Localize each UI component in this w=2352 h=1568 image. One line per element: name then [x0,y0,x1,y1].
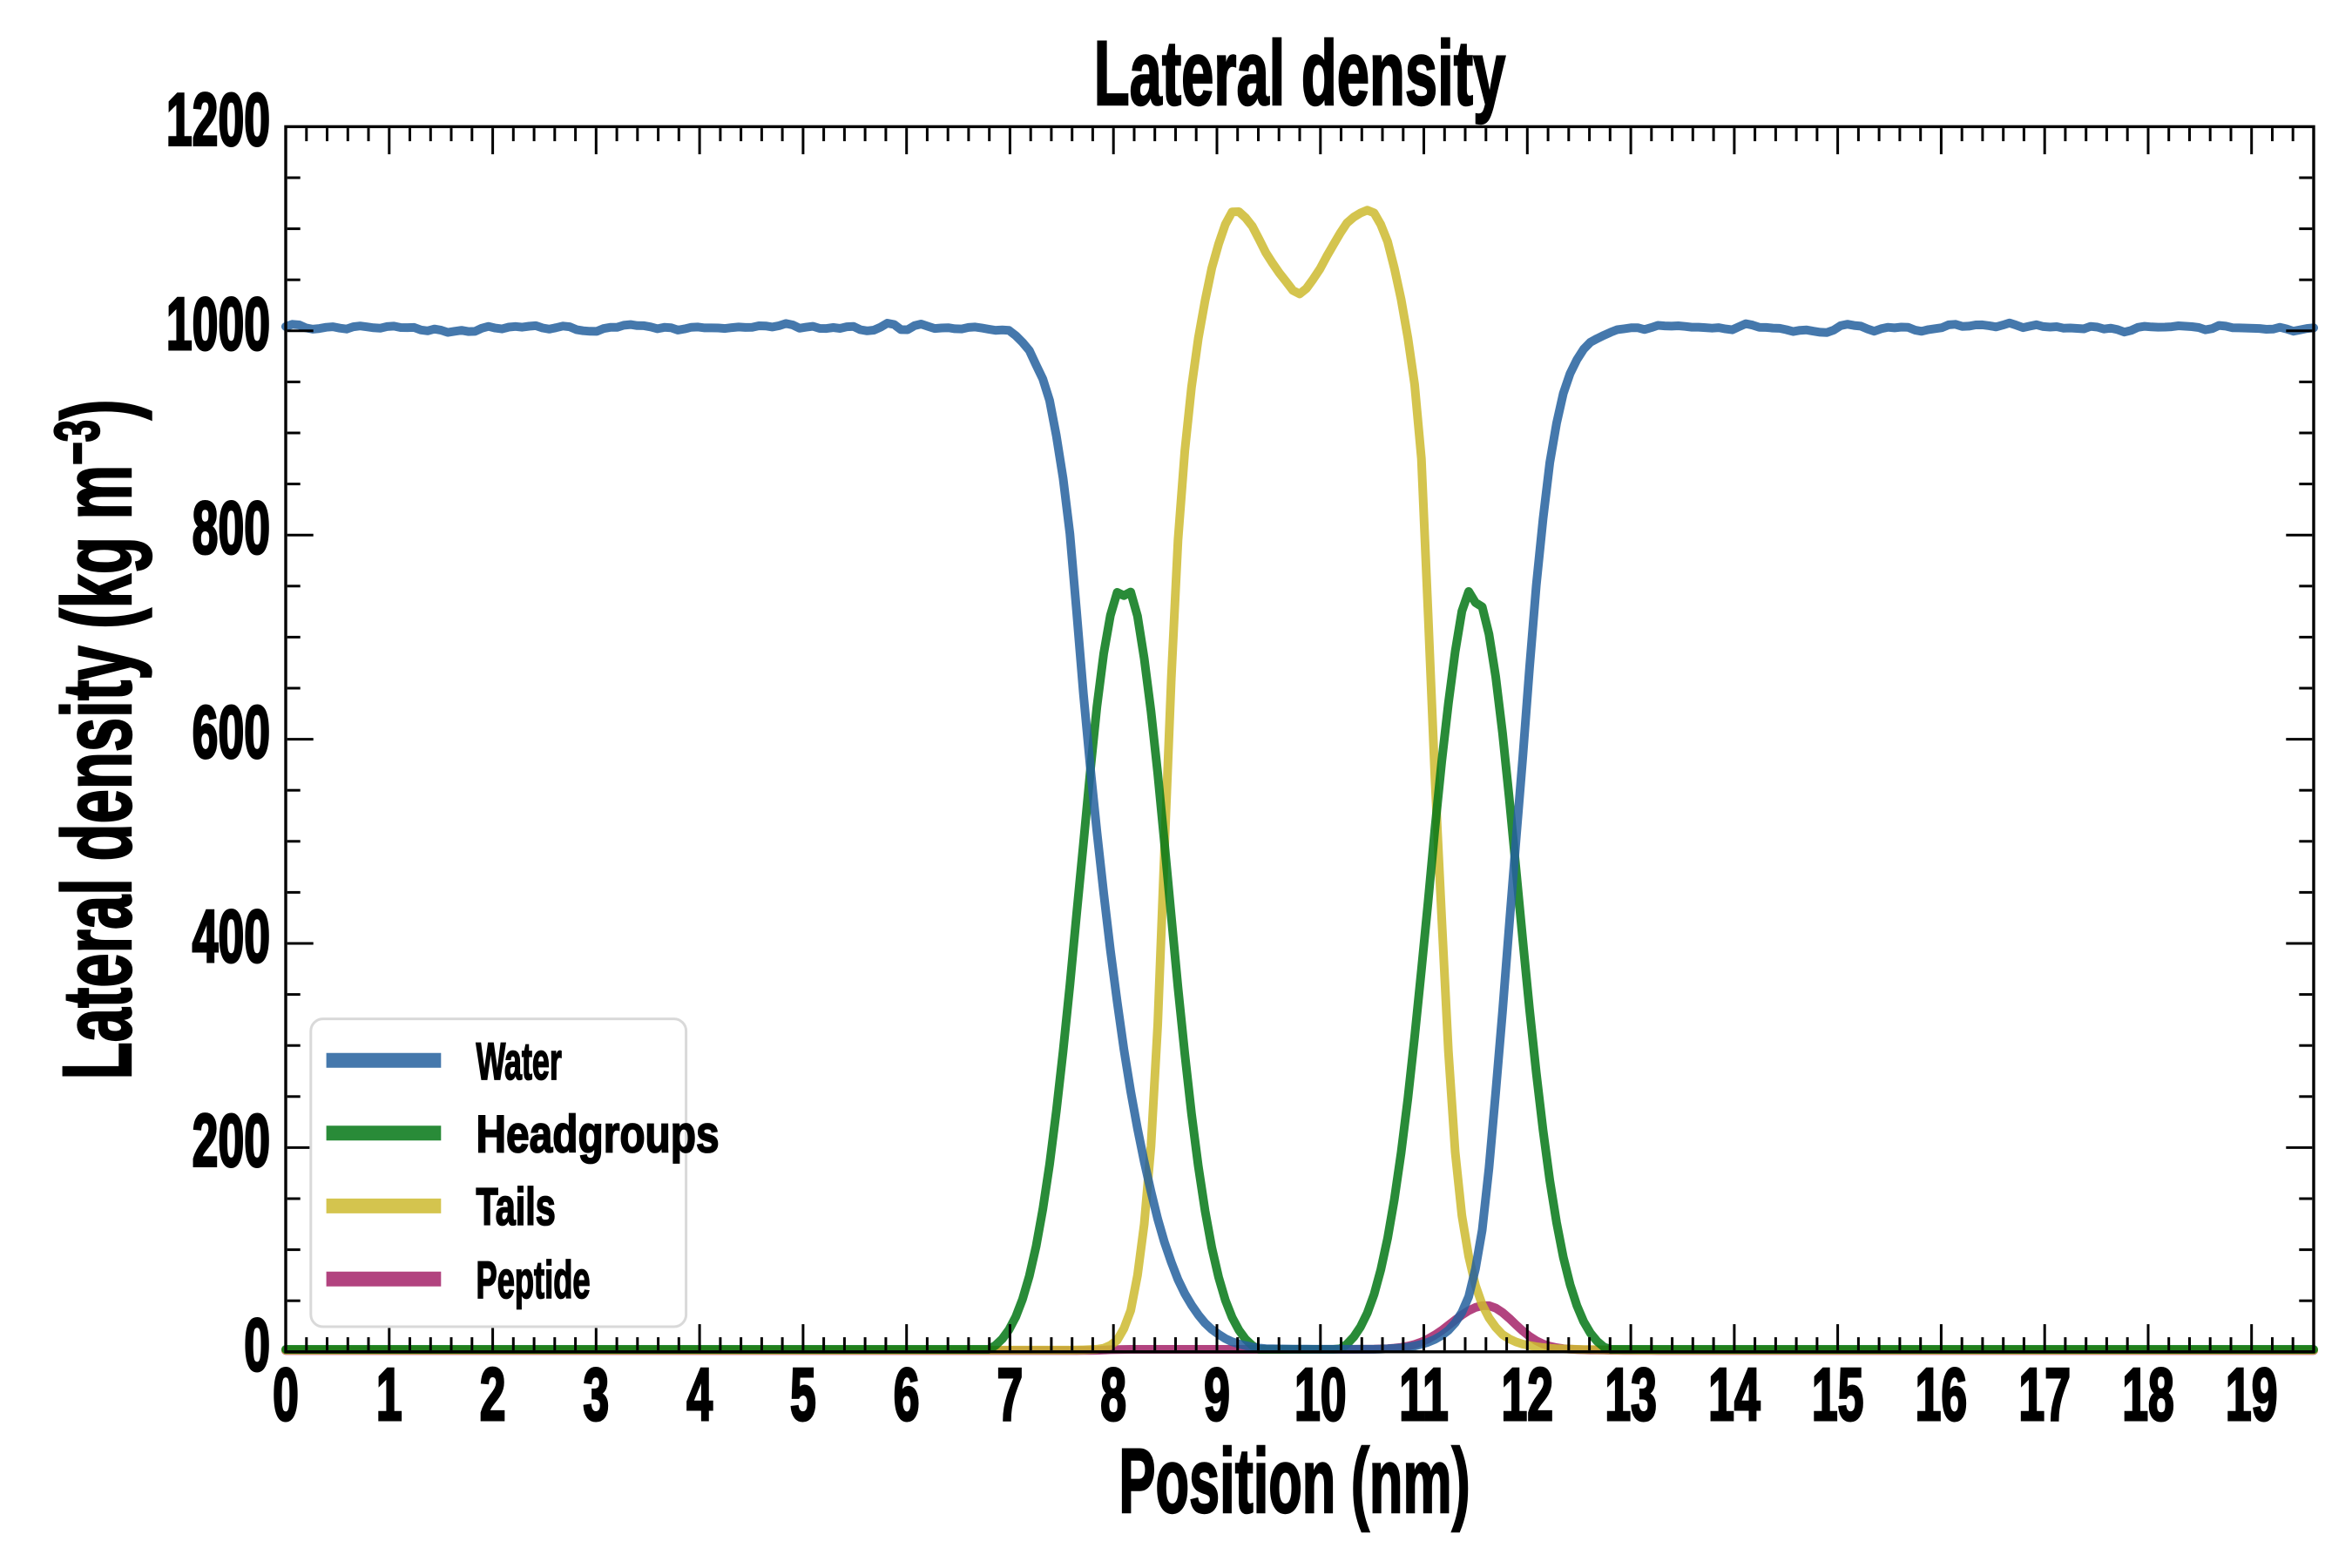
svg-text:12: 12 [1502,1355,1554,1437]
svg-text:200: 200 [193,1100,270,1183]
svg-text:9: 9 [1204,1355,1230,1437]
svg-text:13: 13 [1605,1355,1657,1437]
svg-text:19: 19 [2226,1355,2278,1437]
svg-text:800: 800 [193,488,270,571]
svg-text:8: 8 [1100,1355,1126,1437]
svg-text:Headgroups: Headgroups [476,1105,720,1163]
svg-text:6: 6 [894,1355,920,1437]
svg-text:7: 7 [997,1355,1024,1437]
svg-text:18: 18 [2122,1355,2174,1437]
svg-text:Lateral density (kg m−3): Lateral density (kg m−3) [42,400,152,1080]
svg-text:17: 17 [2018,1355,2071,1437]
svg-text:1000: 1000 [166,283,270,366]
svg-text:1: 1 [376,1355,402,1437]
svg-text:Peptide: Peptide [476,1251,591,1309]
svg-text:1200: 1200 [166,79,270,162]
svg-text:400: 400 [193,896,270,979]
svg-text:0: 0 [273,1355,299,1437]
svg-text:4: 4 [686,1355,713,1437]
svg-text:Tails: Tails [476,1178,556,1236]
svg-text:Water: Water [476,1032,562,1091]
svg-text:600: 600 [193,692,270,774]
svg-text:3: 3 [583,1355,609,1437]
svg-text:Lateral density: Lateral density [1094,22,1506,124]
svg-text:16: 16 [1916,1355,1968,1437]
svg-text:5: 5 [790,1355,816,1437]
svg-text:Position (nm): Position (nm) [1119,1429,1470,1531]
svg-text:15: 15 [1812,1355,1864,1437]
svg-text:10: 10 [1294,1355,1347,1437]
svg-text:14: 14 [1708,1355,1761,1437]
svg-text:11: 11 [1399,1355,1449,1437]
svg-text:2: 2 [480,1355,506,1437]
svg-text:0: 0 [244,1304,270,1387]
